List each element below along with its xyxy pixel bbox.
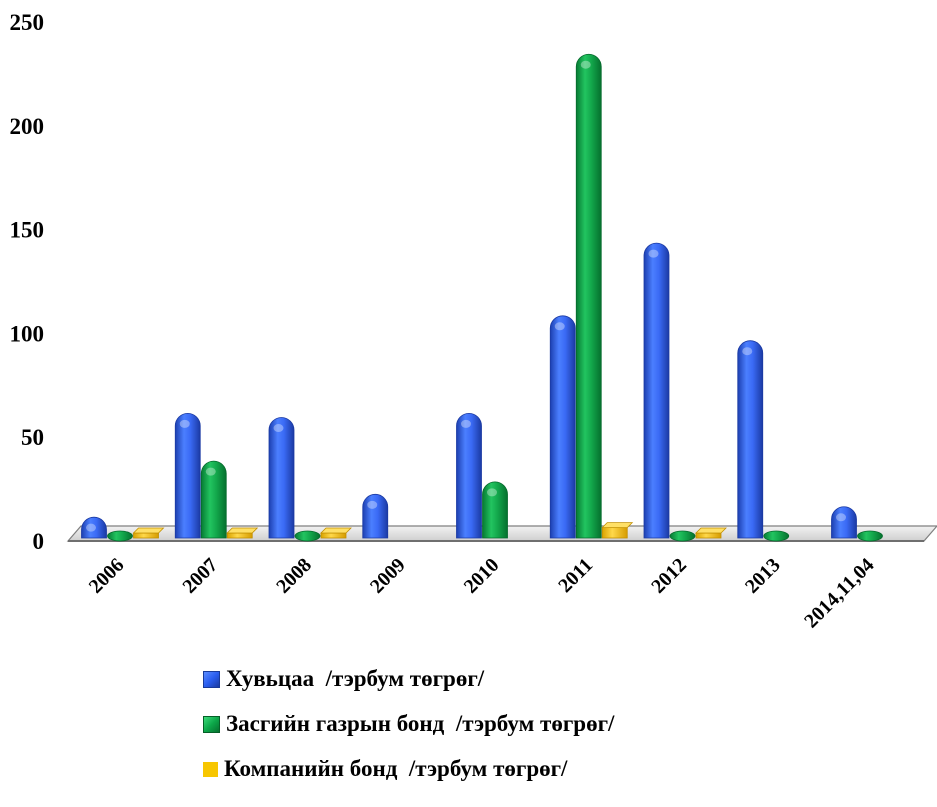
legend-item-corporate-bond: Компанийн бонд /тэрбум төгрөг/ <box>203 754 614 784</box>
y-tick-label: 50 <box>21 425 44 450</box>
legend-swatch-government-bond <box>203 715 220 733</box>
bar <box>857 530 883 542</box>
legend-label-government-bond: Засгийн газрын бонд /тэрбум төгрөг/ <box>226 711 615 736</box>
bar <box>669 530 696 542</box>
bar <box>200 460 227 539</box>
bar <box>320 527 352 539</box>
legend-label-shares: Хувьцаа /тэрбум төгрөг/ <box>226 666 485 691</box>
bar <box>831 506 857 539</box>
legend-swatch-corporate-bond <box>203 761 218 777</box>
legend-label-corporate-bond: Компанийн бонд /тэрбум төгрөг/ <box>224 756 568 781</box>
bar <box>695 527 727 539</box>
bar <box>107 530 133 542</box>
x-tick-label: 2011 <box>554 554 597 597</box>
legend-swatch-shares <box>203 670 220 688</box>
x-tick-label: 2008 <box>272 554 316 598</box>
y-tick-label: 100 <box>10 321 45 346</box>
bar <box>362 493 389 539</box>
x-tick-label: 2009 <box>366 554 410 598</box>
y-tick-label: 0 <box>33 529 45 554</box>
x-tick-label: 2010 <box>460 554 504 598</box>
x-tick-label: 2012 <box>647 554 691 598</box>
y-tick-label: 200 <box>10 114 45 139</box>
y-tick-label: 250 <box>10 10 45 35</box>
bar <box>601 522 634 539</box>
bar <box>643 242 670 539</box>
bar <box>81 516 107 539</box>
bar <box>294 530 321 542</box>
bar <box>174 412 201 539</box>
x-tick-label: 2007 <box>178 554 222 598</box>
legend-item-government-bond: Засгийн газрын бонд /тэрбум төгрөг/ <box>203 709 614 739</box>
bar <box>456 412 482 539</box>
bar <box>575 53 602 539</box>
x-tick-label: 2014,11,04 <box>800 554 878 632</box>
bar <box>226 527 259 539</box>
x-tick-label: 2013 <box>741 554 785 598</box>
x-tick-label: 2006 <box>85 554 129 598</box>
bar <box>482 481 508 539</box>
bar <box>268 417 295 539</box>
bar <box>763 530 790 542</box>
legend-item-shares: Хувьцаа /тэрбум төгрөг/ <box>203 664 614 694</box>
y-tick-label: 150 <box>10 218 45 243</box>
bar <box>549 315 576 539</box>
bar <box>737 340 764 539</box>
legend: Хувьцаа /тэрбум төгрөг/ Засгийн газрын б… <box>203 664 614 799</box>
bar <box>132 527 165 539</box>
